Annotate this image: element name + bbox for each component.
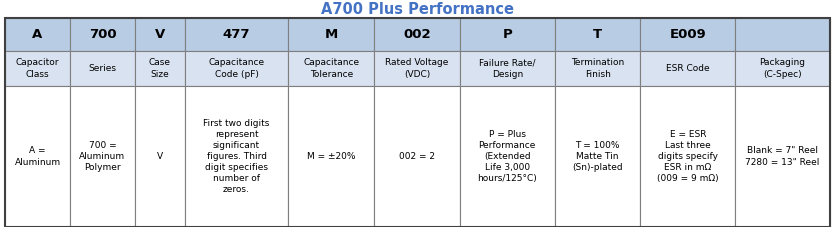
Text: Capacitance
Code (pF): Capacitance Code (pF): [209, 58, 265, 79]
Text: P = Plus
Performance
(Extended
Life 3,000
hours/125°C): P = Plus Performance (Extended Life 3,00…: [478, 130, 537, 183]
Text: P: P: [503, 28, 512, 41]
Bar: [554, 18, 640, 51]
Text: Blank = 7" Reel
7280 = 13" Reel: Blank = 7" Reel 7280 = 13" Reel: [746, 146, 820, 167]
Bar: [288, 18, 374, 51]
Text: M = ±20%: M = ±20%: [307, 152, 356, 161]
Bar: [460, 18, 554, 51]
Text: Rated Voltage
(VDC): Rated Voltage (VDC): [386, 58, 448, 79]
Bar: [460, 86, 554, 227]
Text: E = ESR
Last three
digits specify
ESR in mΩ
(009 = 9 mΩ): E = ESR Last three digits specify ESR in…: [657, 130, 719, 183]
Text: A700 Plus Performance: A700 Plus Performance: [321, 2, 514, 17]
Bar: [460, 51, 554, 86]
Text: 002 = 2: 002 = 2: [399, 152, 435, 161]
Bar: [70, 51, 135, 86]
Bar: [374, 86, 460, 227]
Text: Case
Size: Case Size: [149, 58, 171, 79]
Bar: [70, 18, 135, 51]
Text: ESR Code: ESR Code: [666, 64, 710, 73]
Bar: [736, 18, 830, 51]
Text: E009: E009: [670, 28, 706, 41]
Text: Series: Series: [89, 64, 117, 73]
Bar: [554, 86, 640, 227]
Text: Packaging
(C-Spec): Packaging (C-Spec): [760, 58, 806, 79]
Bar: [736, 51, 830, 86]
Text: A =
Aluminum: A = Aluminum: [14, 146, 61, 167]
Text: 477: 477: [223, 28, 250, 41]
Bar: [288, 86, 374, 227]
Bar: [5, 18, 70, 51]
Text: First two digits
represent
significant
figures. Third
digit specifies
number of
: First two digits represent significant f…: [204, 119, 270, 194]
Bar: [640, 51, 736, 86]
Text: 700: 700: [89, 28, 116, 41]
Text: Failure Rate/
Design: Failure Rate/ Design: [479, 58, 535, 79]
Bar: [5, 86, 70, 227]
Text: 700 =
Aluminum
Polymer: 700 = Aluminum Polymer: [79, 141, 125, 172]
Bar: [736, 86, 830, 227]
Bar: [640, 18, 736, 51]
Bar: [5, 51, 70, 86]
Text: M: M: [325, 28, 338, 41]
Bar: [135, 86, 185, 227]
Bar: [185, 18, 288, 51]
Bar: [70, 86, 135, 227]
Bar: [374, 18, 460, 51]
Bar: [135, 18, 185, 51]
Text: 002: 002: [403, 28, 431, 41]
Text: Capacitance
Tolerance: Capacitance Tolerance: [303, 58, 359, 79]
Bar: [185, 86, 288, 227]
Bar: [288, 51, 374, 86]
Bar: [185, 51, 288, 86]
Bar: [640, 86, 736, 227]
Bar: [554, 51, 640, 86]
Bar: [135, 51, 185, 86]
Text: V: V: [157, 152, 163, 161]
Text: Capacitor
Class: Capacitor Class: [16, 58, 59, 79]
Text: Termination
Finish: Termination Finish: [571, 58, 625, 79]
Bar: [374, 51, 460, 86]
Text: A: A: [33, 28, 43, 41]
Text: T = 100%
Matte Tin
(Sn)-plated: T = 100% Matte Tin (Sn)-plated: [572, 141, 623, 172]
Text: V: V: [154, 28, 165, 41]
Text: T: T: [593, 28, 602, 41]
